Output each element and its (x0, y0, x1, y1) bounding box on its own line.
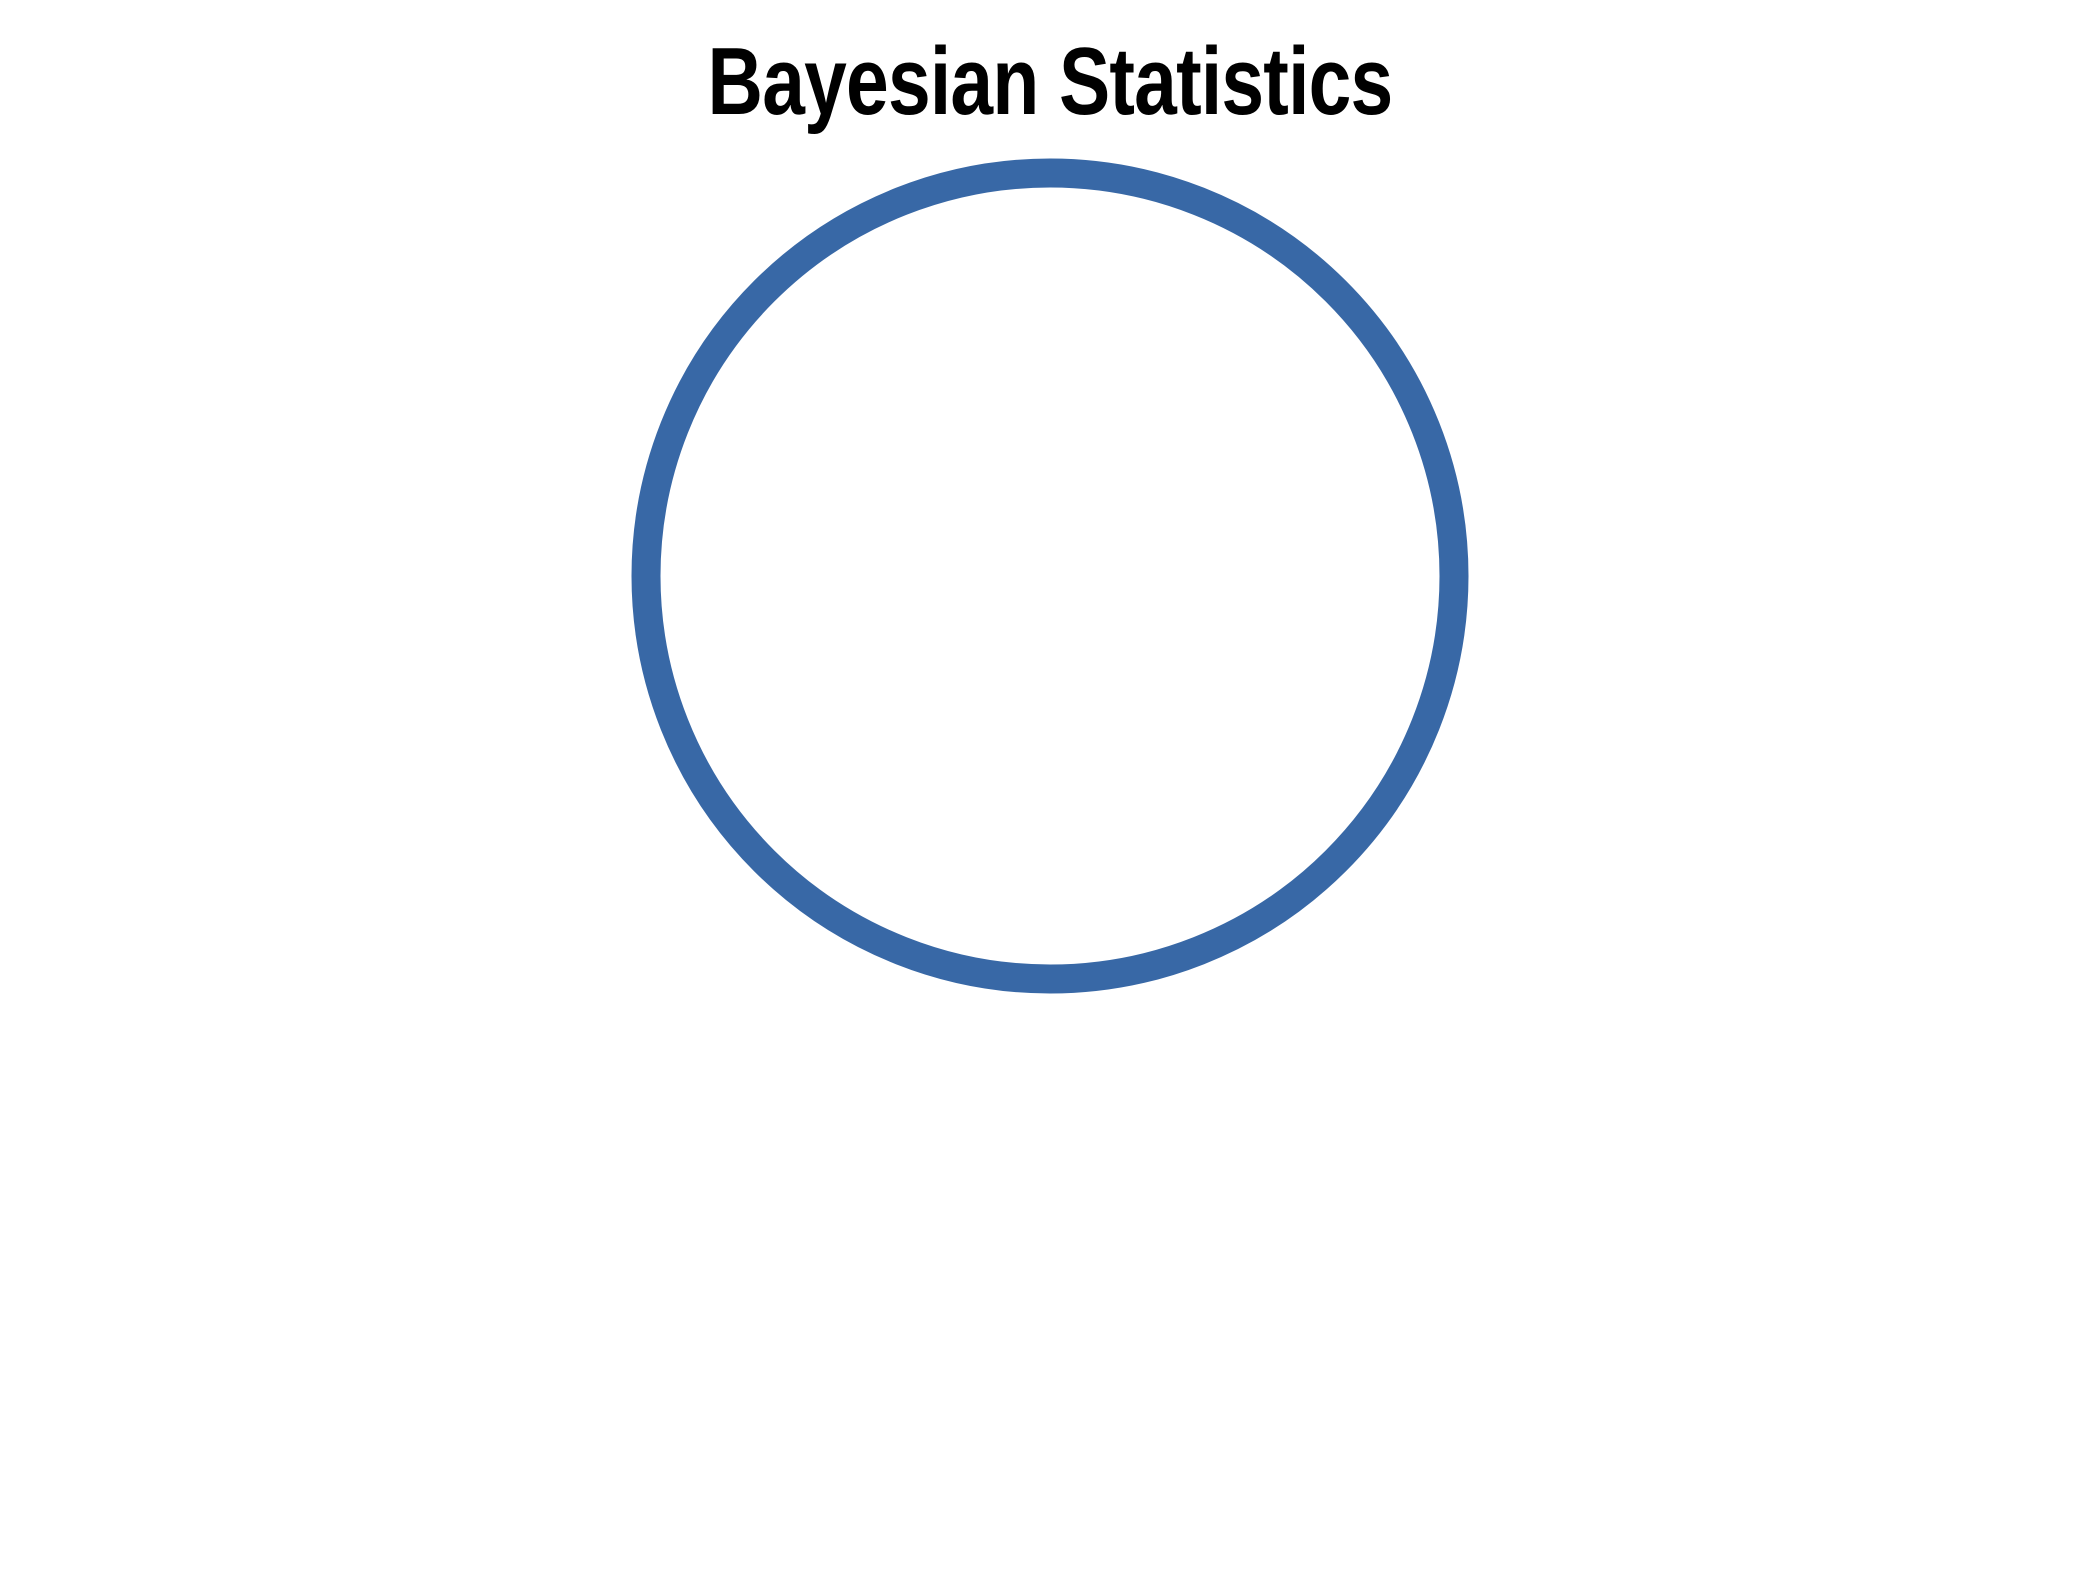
circle-outline (631, 158, 1469, 994)
diagram-title: Bayesian Statistics (707, 28, 1394, 135)
